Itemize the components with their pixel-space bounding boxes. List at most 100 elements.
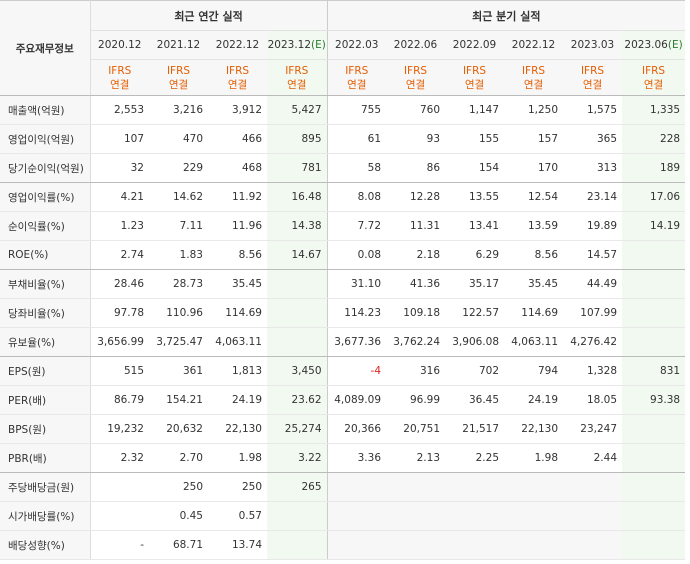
period-header: 2023.06(E)	[622, 30, 686, 60]
period-header: 2020.12	[90, 30, 149, 60]
table-cell: 35.17	[445, 269, 505, 299]
table-cell: 24.19	[504, 385, 564, 415]
table-cell: 20,751	[386, 414, 446, 444]
table-cell: 2.32	[90, 443, 149, 473]
accounting-type: IFRS 연결	[563, 59, 623, 96]
table-cell: 365	[563, 124, 623, 154]
table-cell: 24.19	[208, 385, 267, 415]
row-label: 배당성향(%)	[0, 530, 91, 560]
table-cell: 0.45	[149, 501, 208, 531]
period-label: 2023.06	[624, 39, 668, 51]
table-cell	[386, 501, 446, 531]
table-cell: 3.36	[326, 443, 387, 473]
ifrs-label: IFRS	[345, 64, 369, 77]
table-cell: 86	[386, 153, 446, 183]
table-row: EPS(원) 515 361 1,813 3,450 -4 316 702 794 1,328 83…	[0, 356, 686, 386]
table-cell	[563, 501, 623, 531]
table-cell: 8.08	[326, 182, 387, 212]
table-cell: 155	[445, 124, 505, 154]
table-cell: 11.96	[208, 211, 267, 241]
period-header: 2022.03	[326, 30, 387, 60]
accounting-type: IFRS 연결	[622, 59, 686, 96]
table-cell	[90, 472, 149, 502]
table-row: 영업이익률(%) 4.21 14.62 11.92 16.48 8.08 12.28 13.5…	[0, 182, 686, 212]
table-cell: 31.10	[326, 269, 387, 299]
table-cell: 250	[149, 472, 208, 502]
table-cell	[622, 269, 686, 299]
table-row: 당좌비율(%) 97.78 110.96 114.69 114.23 109.18 122.…	[0, 298, 686, 328]
accounting-type: IFRS 연결	[149, 59, 208, 96]
table-cell: 3,677.36	[326, 327, 387, 357]
table-row: 영업이익(억원) 107 470 466 895 61 93 155 157 365 228	[0, 124, 686, 154]
table-cell: 19,232	[90, 414, 149, 444]
consolidated-label: 연결	[464, 78, 485, 91]
table-cell: -4	[326, 356, 387, 386]
table-cell: 0.57	[208, 501, 267, 531]
table-cell: 96.99	[386, 385, 446, 415]
consolidated-label: 연결	[227, 78, 248, 91]
table-row: 시가배당률(%) 0.45 0.57	[0, 501, 686, 531]
table-cell	[267, 327, 328, 357]
consolidated-label: 연결	[347, 78, 367, 91]
accounting-type: IFRS 연결	[90, 59, 149, 96]
table-cell	[622, 327, 686, 357]
table-cell	[445, 530, 505, 560]
table-cell: 14.62	[149, 182, 208, 212]
table-cell: 14.57	[563, 240, 623, 270]
table-cell: 22,130	[208, 414, 267, 444]
table-cell: 1,335	[622, 95, 686, 125]
table-cell: 14.67	[267, 240, 328, 270]
table-cell: 44.49	[563, 269, 623, 299]
row-label: 주당배당금(원)	[0, 472, 91, 502]
table-cell: 61	[326, 124, 387, 154]
table-cell	[326, 530, 387, 560]
table-cell: 14.38	[267, 211, 328, 241]
table-cell	[445, 501, 505, 531]
consolidated-label: 연결	[523, 78, 544, 91]
accounting-type: IFRS 연결	[208, 59, 267, 96]
table-cell: 36.45	[445, 385, 505, 415]
table-cell: 86.79	[90, 385, 149, 415]
table-cell: 58	[326, 153, 387, 183]
table-cell: 2.74	[90, 240, 149, 270]
table-cell: 3,912	[208, 95, 267, 125]
table-cell: 2.70	[149, 443, 208, 473]
table-cell: 154	[445, 153, 505, 183]
table-cell: 13.55	[445, 182, 505, 212]
table-cell: 1,328	[563, 356, 623, 386]
table-cell: 2.18	[386, 240, 446, 270]
table-cell: 20,366	[326, 414, 387, 444]
table-row: 순이익률(%) 1.23 7.11 11.96 14.38 7.72 11.31 13.41 1…	[0, 211, 686, 241]
table-cell: 114.69	[208, 298, 267, 328]
table-row: 유보율(%) 3,656.99 3,725.47 4,063.11 3,677.36 3,…	[0, 327, 686, 357]
table-row: ROE(%) 2.74 1.83 8.56 14.67 0.08 2.18 6.29 8.56 1…	[0, 240, 686, 270]
table-cell: 122.57	[445, 298, 505, 328]
table-cell: 265	[267, 472, 328, 502]
table-cell: 755	[326, 95, 387, 125]
table-row: 매출액(억원) 2,553 3,216 3,912 5,427 755 760 1,147 1,…	[0, 95, 686, 125]
table-cell: 41.36	[386, 269, 446, 299]
table-cell: 20,632	[149, 414, 208, 444]
row-label: 영업이익률(%)	[0, 182, 91, 212]
period-label: 2023.03	[570, 39, 615, 51]
table-cell: 228	[622, 124, 686, 154]
table-cell: 13.74	[208, 530, 267, 560]
accounting-type: IFRS 연결	[267, 59, 328, 96]
table-cell	[386, 530, 446, 560]
quarter-group-title: 최근 분기 실적	[326, 0, 686, 31]
period-header: 2023.12(E)	[267, 30, 328, 60]
table-row: PBR(배) 2.32 2.70 1.98 3.22 3.36 2.13 2.25 1.98 2.…	[0, 443, 686, 473]
ifrs-label: IFRS	[108, 64, 132, 77]
table-cell: 1,813	[208, 356, 267, 386]
table-cell	[622, 472, 686, 502]
table-cell	[386, 472, 446, 502]
table-cell: 702	[445, 356, 505, 386]
table-cell: 781	[267, 153, 328, 183]
table-cell: 1.83	[149, 240, 208, 270]
row-label: PER(배)	[0, 385, 91, 415]
row-label: EPS(원)	[0, 356, 91, 386]
table-cell: 1.23	[90, 211, 149, 241]
table-cell: 895	[267, 124, 328, 154]
consolidated-label: 연결	[168, 78, 189, 91]
table-cell: 28.73	[149, 269, 208, 299]
